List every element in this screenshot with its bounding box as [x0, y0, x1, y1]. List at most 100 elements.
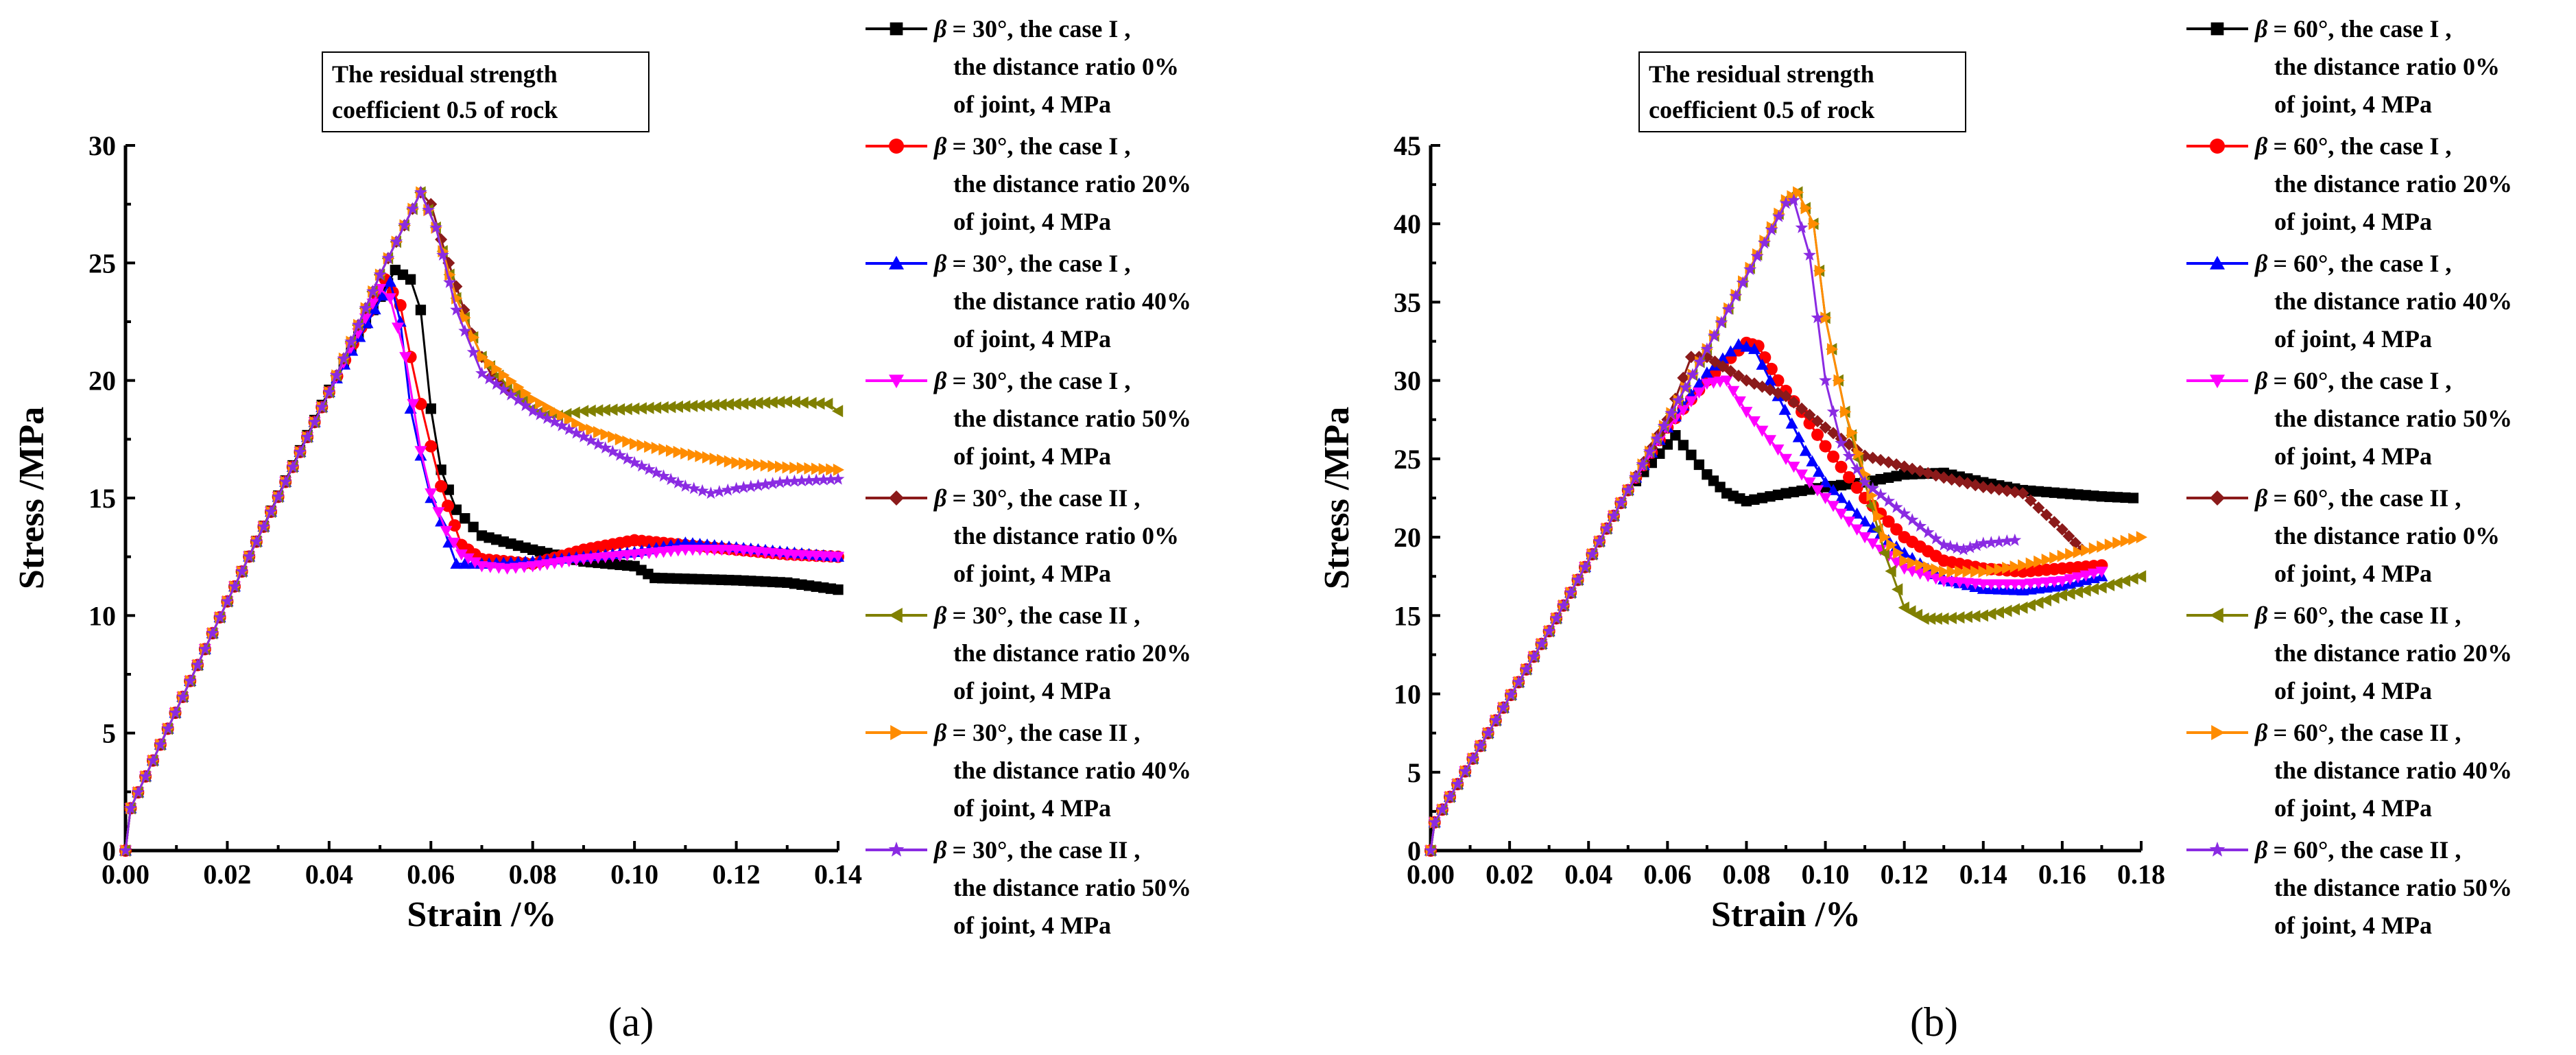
data-point: [613, 448, 627, 461]
x-axis-title: Strain /%: [1711, 895, 1861, 934]
data-point: [708, 399, 719, 412]
data-point: [1780, 453, 1792, 465]
data-point: [2055, 589, 2068, 602]
data-point: [569, 426, 583, 439]
data-point: [1779, 196, 1793, 209]
data-point: [658, 443, 670, 456]
data-point: [1866, 538, 1879, 550]
data-point: [1796, 485, 1807, 497]
data-point: [1826, 405, 1840, 418]
data-point: [422, 203, 435, 216]
data-point: [1772, 444, 1785, 456]
legend-marker: [2210, 22, 2224, 36]
data-point: [759, 396, 771, 409]
data-point: [2119, 574, 2131, 587]
data-point: [540, 412, 554, 424]
data-point: [2055, 523, 2068, 536]
legend-label: β = 30°, the case I ,: [933, 15, 1130, 43]
legend-label: the distance ratio 20%: [2274, 170, 2512, 198]
data-point: [1898, 546, 1911, 558]
data-point: [513, 381, 525, 394]
legend-label: the distance ratio 20%: [953, 639, 1191, 667]
data-point: [533, 407, 547, 420]
data-point: [491, 363, 503, 376]
series-5: [1424, 351, 2088, 857]
data-point: [813, 397, 825, 410]
data-point: [2016, 601, 2028, 614]
legend-marker: [889, 375, 904, 388]
data-point: [1842, 449, 1856, 462]
data-point: [651, 442, 663, 455]
data-point: [1835, 508, 1848, 520]
data-point: [460, 311, 471, 324]
data-point: [1951, 541, 1964, 554]
data-point: [2055, 576, 2068, 588]
x-tick-label: 0.02: [1486, 859, 1534, 890]
legend-label: of joint, 4 MPa: [2274, 794, 2432, 822]
legend-label: of joint, 4 MPa: [2274, 677, 2432, 704]
data-point: [512, 393, 525, 406]
data-point: [2016, 579, 2029, 591]
data-point: [737, 397, 749, 410]
data-point: [686, 399, 698, 412]
legend: β = 60°, the case I ,the distance ratio 0…: [2186, 15, 2512, 939]
data-point: [2048, 591, 2060, 604]
data-point: [330, 368, 343, 381]
data-point: [1772, 489, 1784, 501]
data-point: [687, 482, 701, 495]
data-point: [1957, 543, 1970, 556]
x-tick-label: 0.10: [1802, 859, 1850, 890]
data-point: [1907, 556, 1919, 569]
data-point: [2041, 486, 2052, 497]
data-point: [738, 457, 750, 470]
data-point: [621, 452, 634, 465]
legend-label: the distance ratio 50%: [953, 874, 1191, 901]
data-point: [767, 460, 779, 473]
data-point: [1882, 515, 1895, 528]
legend-entry: β = 30°, the case II , the distance ratio …: [866, 719, 1191, 822]
data-point: [1945, 611, 1957, 624]
data-point: [1924, 612, 1936, 625]
data-point: [766, 396, 778, 409]
data-point: [1978, 565, 1990, 578]
data-point: [1937, 612, 1949, 625]
legend-beta: β: [2254, 132, 2268, 160]
data-point: [592, 404, 604, 417]
x-axis-title: Strain /%: [407, 895, 556, 934]
data-point: [1899, 469, 1910, 480]
data-point: [443, 276, 456, 288]
data-point: [1679, 381, 1692, 394]
legend-label: the distance ratio 50%: [2274, 405, 2512, 432]
legend-beta: β: [2254, 250, 2268, 277]
data-point: [1466, 752, 1479, 764]
legend-entry: β = 60°, the case I , the distance ratio 5…: [2186, 367, 2512, 470]
data-point: [119, 844, 132, 856]
legend-entry: β = 60°, the case I , the distance ratio 0…: [2186, 15, 2500, 118]
data-point: [548, 415, 561, 428]
data-point: [1992, 579, 2005, 591]
data-point: [366, 285, 379, 297]
data-point: [344, 335, 358, 348]
data-point: [628, 455, 641, 469]
data-point: [1793, 186, 1804, 199]
data-point: [584, 404, 596, 417]
legend-marker: [889, 256, 904, 270]
data-point: [1977, 536, 1990, 549]
data-point: [300, 430, 314, 443]
data-point: [606, 444, 619, 458]
data-point: [1700, 366, 1713, 378]
data-point: [1721, 303, 1735, 315]
data-point: [359, 301, 372, 314]
data-point: [760, 459, 772, 472]
legend-entry: β = 30°, the case I , the distance ratio 0…: [866, 15, 1179, 118]
data-point: [622, 435, 634, 448]
data-point: [2128, 532, 2140, 545]
data-point: [1708, 355, 1721, 368]
x-tick-label: 0.08: [1722, 859, 1770, 890]
y-tick-label: 20: [1394, 522, 1421, 553]
data-point: [448, 519, 461, 532]
data-point: [124, 801, 137, 814]
data-point: [2096, 491, 2108, 502]
data-point: [1885, 565, 1896, 578]
legend-label: of joint, 4 MPa: [953, 912, 1111, 939]
